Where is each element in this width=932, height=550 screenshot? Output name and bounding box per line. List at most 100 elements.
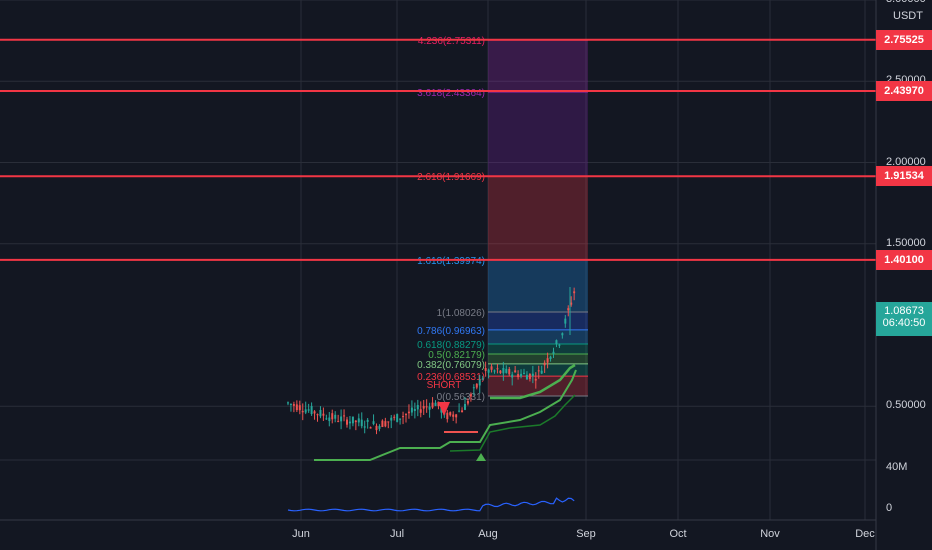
candle-body (534, 378, 537, 381)
candle-body (520, 373, 523, 377)
candle-body (328, 417, 331, 422)
price-tick-label: 3.00000 (886, 0, 926, 5)
candle-body (354, 420, 357, 423)
candle-body (393, 416, 396, 418)
candle-body (375, 425, 378, 431)
candle-body (555, 340, 558, 345)
candle-body (287, 402, 289, 404)
candle-body (475, 383, 478, 388)
candle-body (307, 409, 310, 411)
time-tick-label: Aug (478, 528, 498, 540)
candle-body (511, 374, 514, 378)
candle-body (484, 368, 487, 371)
candle-body (416, 405, 419, 410)
candle-body (514, 370, 517, 373)
fibonacci-extension[interactable]: 4.236(2.75311) 3.618(2.43364) 2.618(1.9166… (417, 36, 588, 403)
candle-body (331, 413, 334, 420)
short-signal-label: SHORT (427, 380, 462, 391)
candle-body (316, 414, 319, 416)
candle-body (295, 404, 298, 411)
currency-label: USDT (893, 10, 923, 22)
candle-body (384, 421, 387, 427)
candle-body (351, 416, 354, 424)
fib-level-label: 0.5(0.82179) (428, 350, 485, 361)
time-tick-label: Jun (292, 528, 310, 540)
candle-body (437, 401, 440, 407)
candle-body (481, 378, 484, 380)
candle-body (399, 418, 402, 420)
current-price-tag[interactable]: 1.08673 06:40:50 (876, 302, 932, 336)
fib-zone (488, 329, 588, 345)
candle-body (390, 417, 393, 421)
candle-body (487, 369, 490, 373)
candle-body (304, 409, 307, 413)
candle-body (461, 410, 464, 413)
candle-body (431, 402, 434, 408)
fib-level-label: 2.618(1.91669) (417, 172, 485, 183)
time-tick-label: Dec (855, 528, 875, 540)
time-tick-label: Sep (576, 528, 596, 540)
candle-body (402, 416, 405, 418)
candle-body (340, 416, 343, 422)
time-tick-label: Jul (389, 528, 405, 540)
horizontal-line-price-tag: 2.43970 (876, 81, 932, 102)
price-tick-label: 0.50000 (886, 399, 926, 412)
candle-body (301, 411, 304, 413)
fib-zone (488, 176, 588, 261)
candle-body (292, 404, 295, 406)
candle-body (310, 406, 313, 415)
trailing-stop-line-upper (490, 363, 576, 400)
candle-body (343, 415, 346, 417)
candle-body (528, 373, 531, 379)
candle-body (381, 420, 384, 428)
candle-body (558, 344, 561, 346)
fib-level-label: 1(1.08026) (437, 308, 485, 319)
price-tick-label: 2.00000 (886, 155, 926, 168)
fib-zone (488, 311, 588, 330)
candle-body (298, 405, 301, 411)
candlesticks (287, 287, 576, 435)
candle-body (348, 421, 351, 424)
candle-body (525, 374, 528, 380)
fib-zone (488, 344, 588, 354)
candle-body (458, 410, 461, 412)
fib-level-label: 4.236(2.75311) (418, 36, 485, 47)
candle-body (540, 370, 543, 374)
candle-body (369, 427, 372, 429)
candle-body (446, 412, 449, 420)
candle-body (567, 308, 570, 311)
candle-body (564, 318, 567, 324)
candle-body (378, 426, 381, 429)
candle-body (419, 409, 422, 413)
candle-body (517, 374, 520, 378)
candle-body (466, 401, 469, 404)
candle-body (505, 368, 508, 373)
candle-body (363, 426, 366, 428)
fib-zone (488, 376, 588, 396)
volume-line (287, 497, 575, 512)
time-tick-label: Nov (760, 528, 780, 540)
candle-body (490, 366, 493, 370)
fib-zone (488, 260, 588, 312)
horizontal-lines[interactable] (0, 38, 876, 261)
horizontal-line-price-tag: 1.91534 (876, 166, 932, 187)
candle-body (543, 362, 546, 366)
candle-body (396, 414, 399, 422)
trailing-stop-lines (314, 363, 577, 461)
candle-body (360, 419, 363, 427)
candle-body (337, 420, 340, 422)
fib-zone (488, 363, 588, 377)
fib-zone (488, 40, 588, 93)
candle-body (289, 403, 292, 405)
fib-level-label: 3.618(2.43364) (417, 88, 485, 99)
candle-body (334, 414, 337, 419)
price-tick-label: 1.50000 (886, 236, 926, 249)
candle-body (523, 372, 525, 374)
candle-body (549, 356, 552, 359)
candle-body (440, 407, 443, 413)
signal-markers: SHORT (427, 380, 486, 461)
candle-body (357, 418, 360, 423)
fib-level-label: 0.786(0.96963) (417, 326, 485, 337)
candle-body (405, 414, 407, 416)
